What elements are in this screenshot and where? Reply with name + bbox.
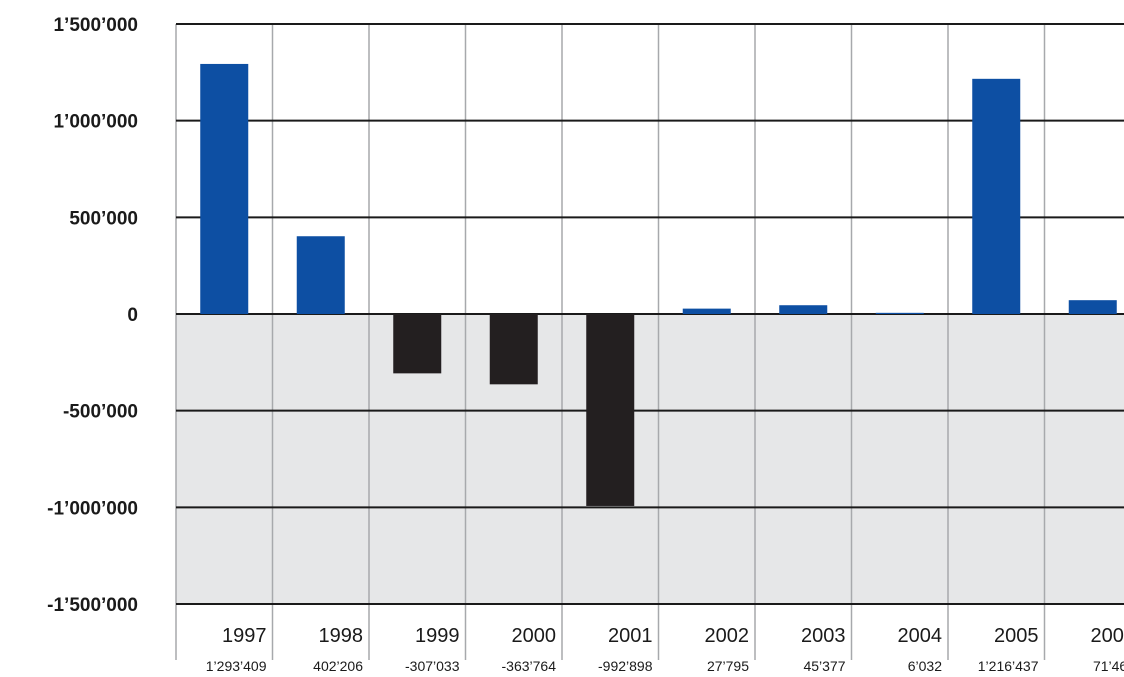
negative-region: [176, 314, 1124, 604]
bar-2004: [875, 312, 924, 314]
data-label: 6’032: [908, 658, 942, 674]
data-label: 402’206: [313, 658, 363, 674]
bar-2006: [1068, 300, 1117, 314]
bar-1998: [296, 236, 345, 314]
y-axis-ticks: 1’500’000 1’000’000 500’000 0 -500’000 -1’000…: [47, 15, 138, 616]
bar-2001: [586, 314, 635, 506]
data-label: -363’764: [502, 658, 557, 674]
y-tick-label: -1’500’000: [47, 595, 138, 616]
x-tick-label: 2005: [994, 625, 1039, 647]
y-tick-label: 1’500’000: [53, 15, 138, 36]
x-tick-label: 1998: [319, 625, 364, 647]
x-tick-label: 2004: [898, 625, 943, 647]
y-tick-label: -1’000’000: [47, 498, 138, 519]
data-label: 45’377: [803, 658, 845, 674]
x-tick-label: 2003: [801, 625, 846, 647]
data-label: -992’898: [598, 658, 653, 674]
y-tick-label: 500’000: [69, 208, 138, 229]
bar-2002: [682, 308, 731, 314]
data-label: 71’464: [1093, 658, 1124, 674]
bar-2003: [779, 305, 828, 314]
x-tick-label: 1999: [415, 625, 460, 647]
vertical-gridlines: [175, 24, 1046, 660]
data-label: -307’033: [405, 658, 460, 674]
bars: [200, 63, 1117, 506]
data-label: 27’795: [707, 658, 749, 674]
x-tick-label: 2001: [608, 625, 653, 647]
x-axis-ticks: 1997 1998 1999 2000 2001 2002 2003 2004 2005 2006: [222, 625, 1124, 647]
y-tick-label: -500’000: [63, 402, 138, 423]
y-tick-label: 0: [127, 305, 138, 326]
data-labels: 1’293’409 402’206 -307’033 -363’764 -992’898…: [206, 658, 1124, 674]
y-tick-label: 1’000’000: [53, 112, 138, 133]
bar-1999: [393, 314, 442, 374]
x-tick-label: 1997: [222, 625, 267, 647]
x-tick-label: 2002: [705, 625, 750, 647]
data-label: 1’216’437: [978, 658, 1039, 674]
x-tick-label: 2000: [512, 625, 557, 647]
bar-2000: [489, 314, 538, 385]
bar-2005: [972, 78, 1021, 315]
data-label: 1’293’409: [206, 658, 267, 674]
x-tick-label: 2006: [1091, 625, 1124, 647]
bar-1997: [200, 63, 249, 315]
